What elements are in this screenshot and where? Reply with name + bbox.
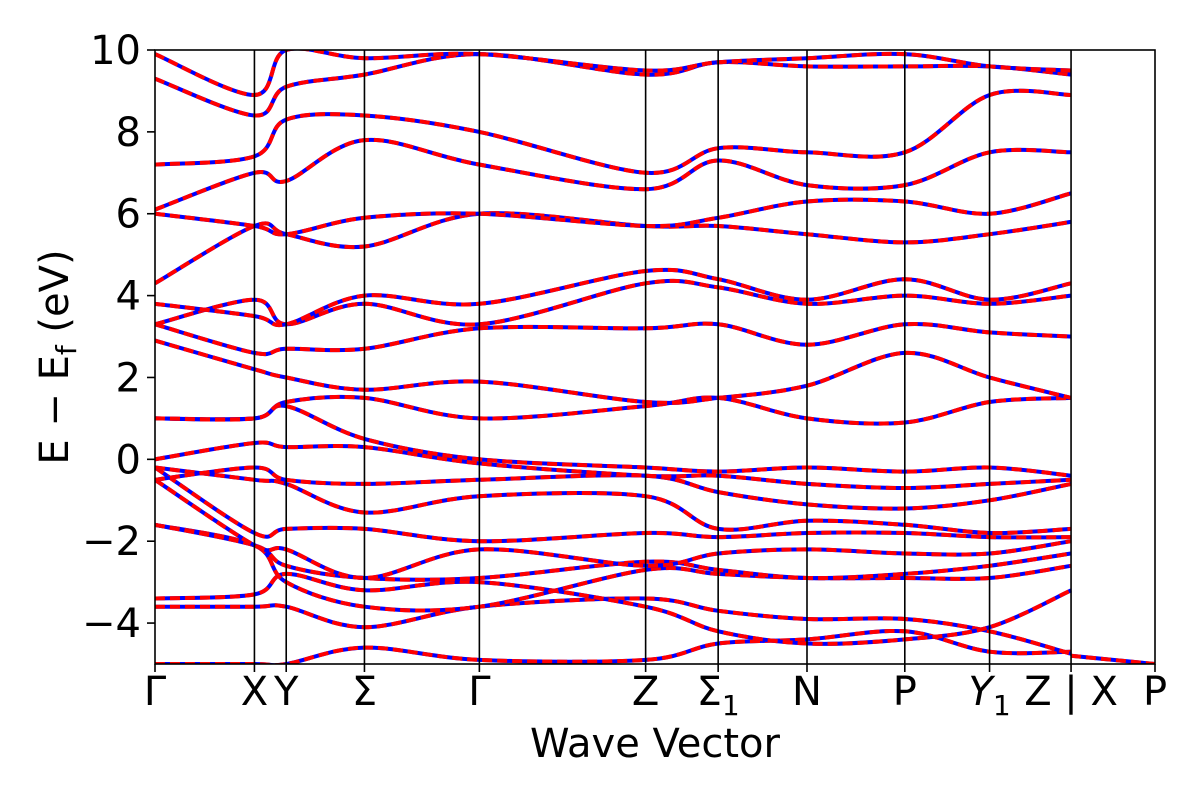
band-line-red-dashed [155,267,1072,328]
x-tick-label: Γ [144,669,167,715]
y-axis-label-main: E − E [32,355,78,465]
x-tick-label-text: P [1143,669,1167,715]
y-axis-ticks: −4 −2 0 2 4 6 8 10 [82,28,155,647]
x-tick-label: Σ1 [697,669,740,722]
x-tick-label: Z | X [1024,669,1118,715]
band-line-red-dashed [155,278,1072,327]
band-line-red-dashed [155,52,1072,118]
y-tick-label: 10 [90,28,141,74]
x-tick-label-text: Z | X [1024,669,1118,715]
y-tick-label: 6 [116,192,141,238]
y-tick-label: 8 [116,110,141,156]
y-tick-label: −2 [82,519,141,565]
x-tick-label-text: P [893,669,917,715]
x-tick-label-text: X [241,669,268,715]
x-tick-label: X [241,669,268,715]
x-tick-label: Σ [352,669,377,715]
x-tick-label-text: Y [273,669,299,715]
y-tick-label: 2 [116,355,141,401]
y-tick-label: 4 [116,274,141,320]
band-line-red-dashed [155,596,1072,656]
x-tick-label: Y [273,669,299,715]
band-line-red-dashed [155,465,1072,536]
x-tick-label-sub: 1 [722,689,740,722]
x-tick-label: P [1143,669,1167,715]
x-axis-label: Wave Vector [530,721,781,767]
band-line-red-dashed [155,403,1072,478]
y-tick-label: −4 [82,601,141,647]
band-line-red-dashed [155,191,1072,237]
band-line-red-dashed [155,478,1072,581]
band-line-red-dashed [155,522,1072,582]
x-tick-label-text: Γ [144,669,167,715]
x-tick-label: Y1 [968,669,1010,722]
x-tick-label-sub: 1 [993,689,1011,722]
x-tick-label-text: N [792,669,822,715]
x-tick-label: Γ [468,669,491,715]
y-axis-label-sub: f [50,344,83,355]
band-line-red-dashed [155,465,1072,544]
plot-frame [154,49,1156,665]
band-line-red-dashed [155,50,1072,98]
x-tick-label: Z [632,669,659,715]
band-line-red-dashed [155,571,1072,646]
y-axis-label: E − Ef (eV) [32,249,83,464]
x-tick-label-text: Y [968,669,996,715]
x-tick-label: N [792,669,822,715]
x-tick-label-text: Σ [352,669,377,715]
band-line-red-dashed [155,522,1072,613]
x-tick-label-text: Z [632,669,659,715]
x-tick-label: P [893,669,917,715]
y-axis-label-unit: (eV) [32,249,78,345]
x-tick-label-text: Σ [697,669,722,715]
y-tick-label: 0 [116,437,141,483]
band-line-red-dashed [155,440,1072,491]
x-tick-label-text: Γ [468,669,491,715]
band-line-red-dashed [155,137,1072,212]
high-symmetry-lines [253,50,1072,664]
